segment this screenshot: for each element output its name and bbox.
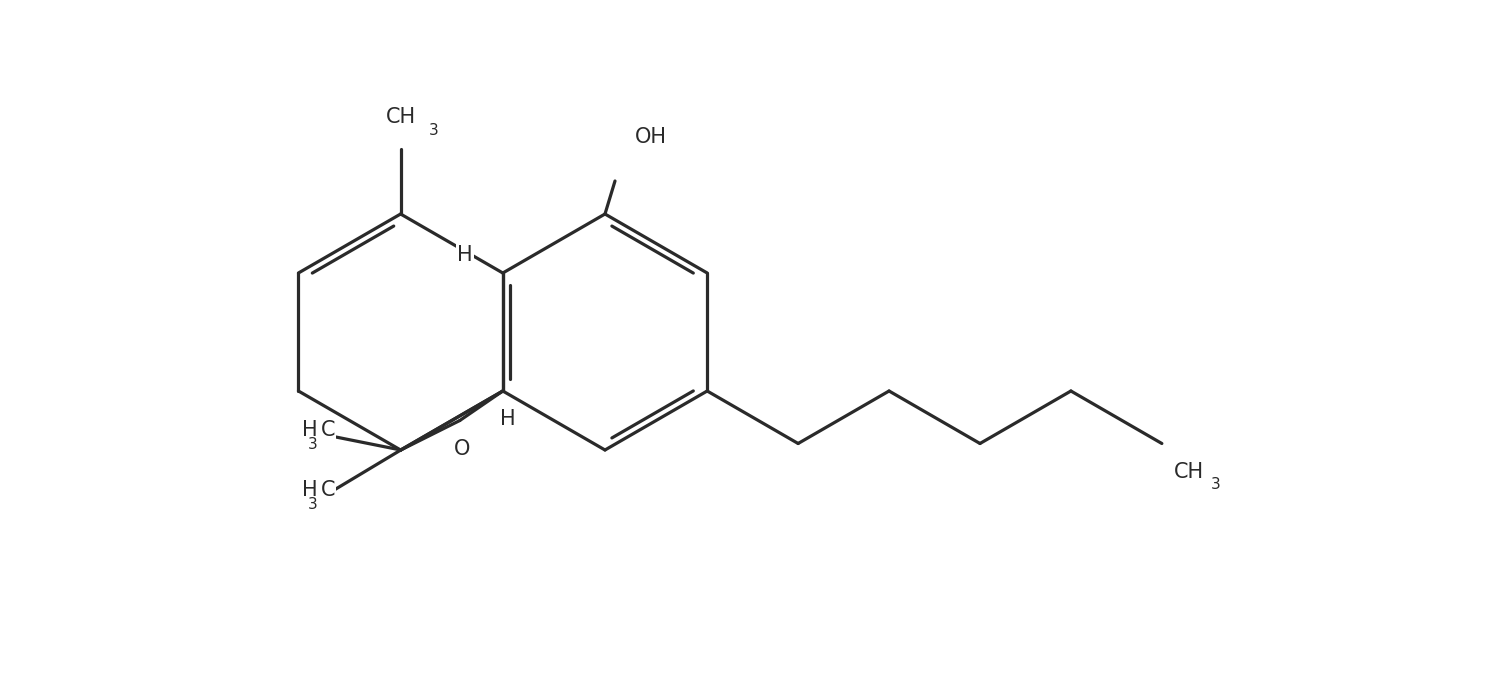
Text: H: H [500,409,516,429]
Text: CH: CH [386,107,416,127]
Text: 3: 3 [429,122,438,137]
Text: 3: 3 [308,436,318,451]
Text: CH: CH [1174,462,1204,482]
Text: OH: OH [634,127,668,147]
Text: H: H [302,480,318,500]
Text: O: O [453,438,470,458]
Text: C: C [321,420,336,440]
Text: C: C [321,480,336,500]
Text: H: H [302,420,318,440]
Text: 3: 3 [1210,477,1221,492]
Text: 3: 3 [308,497,318,512]
Text: H: H [458,245,472,265]
